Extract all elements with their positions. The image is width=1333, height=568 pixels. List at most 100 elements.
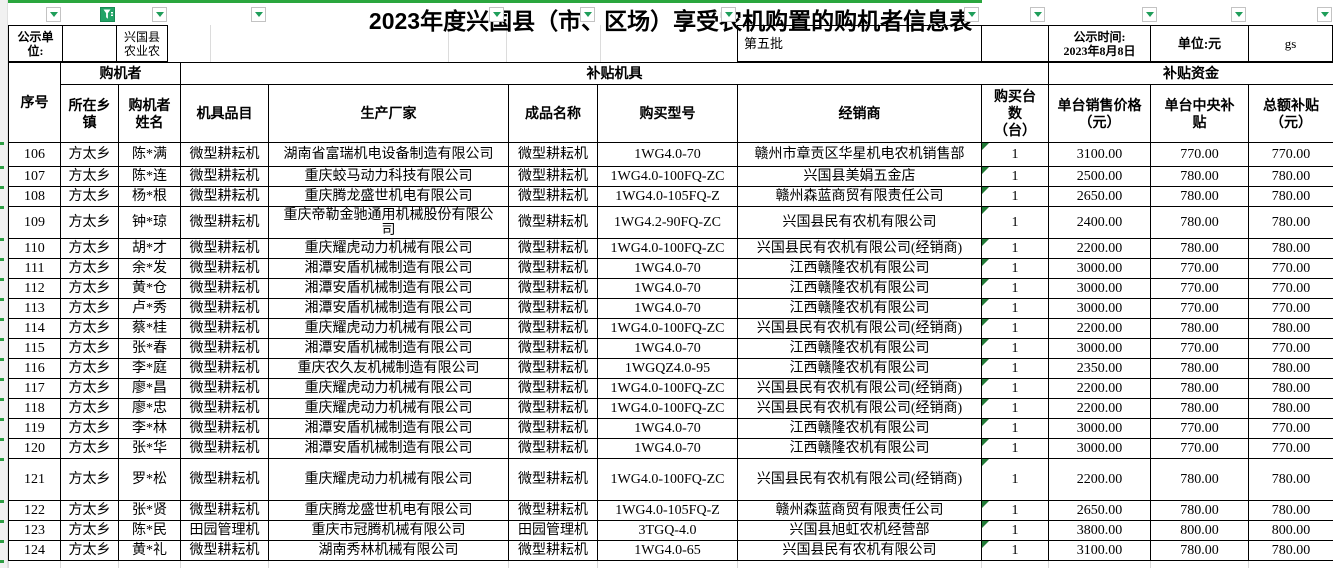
cell-serial[interactable]: 120 — [8, 438, 61, 459]
cell-category[interactable]: 微型耕耘机 — [180, 418, 269, 439]
group-funds-cell[interactable]: 补贴资金 — [1048, 62, 1333, 85]
cell-dealer[interactable]: 兴国县民有农机有限公司 — [737, 540, 982, 561]
cell-product-name[interactable]: 微型耕耘机 — [508, 238, 598, 259]
cell-unit-subsidy[interactable]: 780.00 — [1150, 378, 1249, 399]
cell-buyer-name[interactable]: 杨*根 — [118, 186, 181, 207]
cell-buyer-name[interactable]: 陈*满 — [118, 142, 181, 167]
cell-buyer-name[interactable]: 黄*礼 — [118, 540, 181, 561]
cell-buyer-name[interactable]: 黄*仓 — [118, 278, 181, 299]
column-header-total-subsidy[interactable]: 总额补贴 （元） — [1248, 84, 1333, 143]
cell-township[interactable]: 方太乡 — [60, 186, 119, 207]
column-header-quantity[interactable]: 购买台 数 （台） — [981, 84, 1049, 143]
cell-buyer-name[interactable]: 张*华 — [118, 438, 181, 459]
filter-dropdown-button[interactable] — [1030, 7, 1045, 22]
cell-serial[interactable]: 112 — [8, 278, 61, 299]
cell-serial[interactable]: 119 — [8, 418, 61, 439]
cell-quantity[interactable]: 1 — [981, 398, 1049, 419]
cell-manufacturer[interactable]: 湘潭安盾机械制造有限公司 — [268, 278, 509, 299]
cell-manufacturer[interactable]: 湖南秀林机械有限公司 — [268, 540, 509, 561]
cell-buyer-name[interactable]: 李*庭 — [118, 358, 181, 379]
cell-serial[interactable]: 113 — [8, 298, 61, 319]
cell-township[interactable]: 方太乡 — [60, 458, 119, 501]
cell-township[interactable]: 方太乡 — [60, 278, 119, 299]
cell-total-subsidy[interactable]: 780.00 — [1248, 458, 1333, 501]
cell-product-name[interactable]: 田园管理机 — [508, 520, 598, 541]
cell-quantity[interactable]: 1 — [981, 438, 1049, 459]
sheet-title[interactable]: 2023年度兴国县（市、区场）享受农机购置的购机者信息表 — [368, 8, 973, 34]
cell-unit-price[interactable]: 2200.00 — [1048, 458, 1151, 501]
cell-quantity[interactable]: 1 — [981, 298, 1049, 319]
cell-product-name[interactable]: 微型耕耘机 — [508, 398, 598, 419]
filter-dropdown-button[interactable] — [721, 7, 736, 22]
column-header-category[interactable]: 机具品目 — [180, 84, 269, 143]
cell-unit-price[interactable]: 3000.00 — [1048, 438, 1151, 459]
cell-unit-subsidy[interactable]: 780.00 — [1150, 166, 1249, 187]
cell-product-name[interactable]: 微型耕耘机 — [508, 142, 598, 167]
cell-serial[interactable]: 110 — [8, 238, 61, 259]
cell-township[interactable]: 方太乡 — [60, 418, 119, 439]
cell-unit-subsidy[interactable]: 780.00 — [1150, 186, 1249, 207]
cell-dealer[interactable]: 兴国县民有农机有限公司(经销商) — [737, 458, 982, 501]
filter-dropdown-button[interactable] — [489, 7, 504, 22]
cell-total-subsidy[interactable]: 780.00 — [1248, 378, 1333, 399]
cell-category[interactable]: 微型耕耘机 — [180, 338, 269, 359]
cell-model[interactable]: 1WG4.0-100FQ-ZC — [597, 166, 738, 187]
cell-buyer-name[interactable]: 张*贤 — [118, 500, 181, 521]
cell-total-subsidy[interactable]: 780.00 — [1248, 500, 1333, 521]
cell-model[interactable]: 1WG4.0-70 — [597, 438, 738, 459]
cell-township[interactable]: 方太乡 — [60, 520, 119, 541]
cell-unit-price[interactable]: 2500.00 — [1048, 166, 1151, 187]
cell-category[interactable]: 微型耕耘机 — [180, 540, 269, 561]
cell-township[interactable]: 方太乡 — [60, 318, 119, 339]
cell-buyer-name[interactable]: 张*春 — [118, 338, 181, 359]
cell-buyer-name[interactable]: 李*林 — [118, 418, 181, 439]
cell-product-name[interactable]: 微型耕耘机 — [508, 258, 598, 279]
cell-total-subsidy[interactable]: 770.00 — [1248, 298, 1333, 319]
cell-product-name[interactable]: 微型耕耘机 — [508, 358, 598, 379]
cell-quantity[interactable]: 1 — [981, 418, 1049, 439]
cell-product-name[interactable]: 微型耕耘机 — [508, 378, 598, 399]
cell-total-subsidy[interactable]: 770.00 — [1248, 258, 1333, 279]
cell-product-name[interactable]: 微型耕耘机 — [508, 298, 598, 319]
cell-unit-subsidy[interactable]: 780.00 — [1150, 318, 1249, 339]
note-cell[interactable]: gs — [1248, 25, 1333, 62]
cell-product-name[interactable]: 微型耕耘机 — [508, 500, 598, 521]
cell-product-name[interactable]: 微型耕耘机 — [508, 338, 598, 359]
cell-unit-price[interactable]: 3000.00 — [1048, 418, 1151, 439]
cell-category[interactable]: 微型耕耘机 — [180, 358, 269, 379]
cell-unit-subsidy[interactable]: 780.00 — [1150, 398, 1249, 419]
cell-buyer-name[interactable]: 廖*昌 — [118, 378, 181, 399]
cell-unit-price[interactable]: 2200.00 — [1048, 318, 1151, 339]
cell-unit-price[interactable]: 3800.00 — [1048, 520, 1151, 541]
cell-manufacturer[interactable]: 重庆耀虎动力机械有限公司 — [268, 318, 509, 339]
cell-unit-subsidy[interactable]: 770.00 — [1150, 298, 1249, 319]
cell-serial[interactable]: 121 — [8, 458, 61, 501]
filter-dropdown-button[interactable] — [1142, 7, 1157, 22]
cell-unit-price[interactable]: 2650.00 — [1048, 500, 1151, 521]
cell-dealer[interactable]: 江西赣隆农机有限公司 — [737, 278, 982, 299]
cell-buyer-name[interactable]: 余*发 — [118, 258, 181, 279]
cell-serial[interactable]: 124 — [8, 540, 61, 561]
cell-dealer[interactable]: 江西赣隆农机有限公司 — [737, 298, 982, 319]
cell-dealer[interactable]: 赣州森蓝商贸有限责任公司 — [737, 500, 982, 521]
filter-dropdown-button[interactable] — [251, 7, 266, 22]
cell-model[interactable]: 1WG4.2-90FQ-ZC — [597, 206, 738, 239]
cell-township[interactable]: 方太乡 — [60, 378, 119, 399]
cell-manufacturer[interactable]: 重庆蛟马动力科技有限公司 — [268, 166, 509, 187]
column-header-serial[interactable]: 序号 — [8, 62, 61, 143]
cell-serial[interactable]: 107 — [8, 166, 61, 187]
cell-model[interactable]: 1WG4.0-70 — [597, 258, 738, 279]
cell-product-name[interactable]: 微型耕耘机 — [508, 458, 598, 501]
unit-cell[interactable]: 单位:元 — [1150, 25, 1249, 62]
cell-quantity[interactable]: 1 — [981, 338, 1049, 359]
cell-category[interactable]: 微型耕耘机 — [180, 500, 269, 521]
cell-township[interactable]: 方太乡 — [60, 500, 119, 521]
cell-serial[interactable]: 114 — [8, 318, 61, 339]
cell-township[interactable]: 方太乡 — [60, 358, 119, 379]
publisher-label-cell[interactable]: 公示单 位: — [8, 25, 63, 62]
cell-buyer-name[interactable]: 胡*才 — [118, 238, 181, 259]
cell-model[interactable]: 1WG4.0-105FQ-Z — [597, 500, 738, 521]
cell-product-name[interactable]: 微型耕耘机 — [508, 278, 598, 299]
group-machine-cell[interactable]: 补贴机具 — [180, 62, 1049, 85]
active-filter-button[interactable] — [100, 7, 115, 22]
